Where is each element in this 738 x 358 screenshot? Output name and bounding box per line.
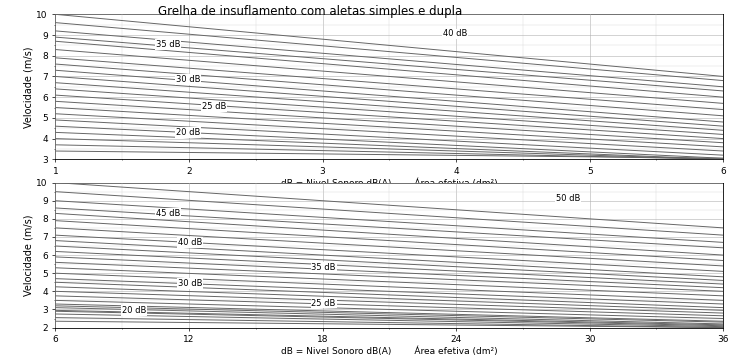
Text: 25 dB: 25 dB xyxy=(311,299,336,308)
Text: 30 dB: 30 dB xyxy=(178,279,202,288)
Text: 35 dB: 35 dB xyxy=(156,40,180,49)
Text: 20 dB: 20 dB xyxy=(176,128,200,137)
Text: 40 dB: 40 dB xyxy=(443,29,467,39)
Text: 30 dB: 30 dB xyxy=(176,75,200,84)
Text: 50 dB: 50 dB xyxy=(556,194,581,203)
Text: 45 dB: 45 dB xyxy=(156,209,180,218)
Y-axis label: Velocidade (m/s): Velocidade (m/s) xyxy=(24,46,33,127)
Y-axis label: Velocidade (m/s): Velocidade (m/s) xyxy=(24,214,33,296)
Text: 40 dB: 40 dB xyxy=(178,238,202,247)
X-axis label: dB = Nivel Sonoro dB(A)        Área efetiva (dm²): dB = Nivel Sonoro dB(A) Área efetiva (dm… xyxy=(281,347,497,357)
Text: 20 dB: 20 dB xyxy=(122,306,147,315)
X-axis label: dB = Nivel Sonoro dB(A)        Área efetiva (dm²): dB = Nivel Sonoro dB(A) Área efetiva (dm… xyxy=(281,179,497,188)
Text: Grelha de insuflamento com aletas simples e dupla: Grelha de insuflamento com aletas simple… xyxy=(158,5,462,18)
Text: 25 dB: 25 dB xyxy=(202,102,227,111)
Text: 35 dB: 35 dB xyxy=(311,263,336,272)
